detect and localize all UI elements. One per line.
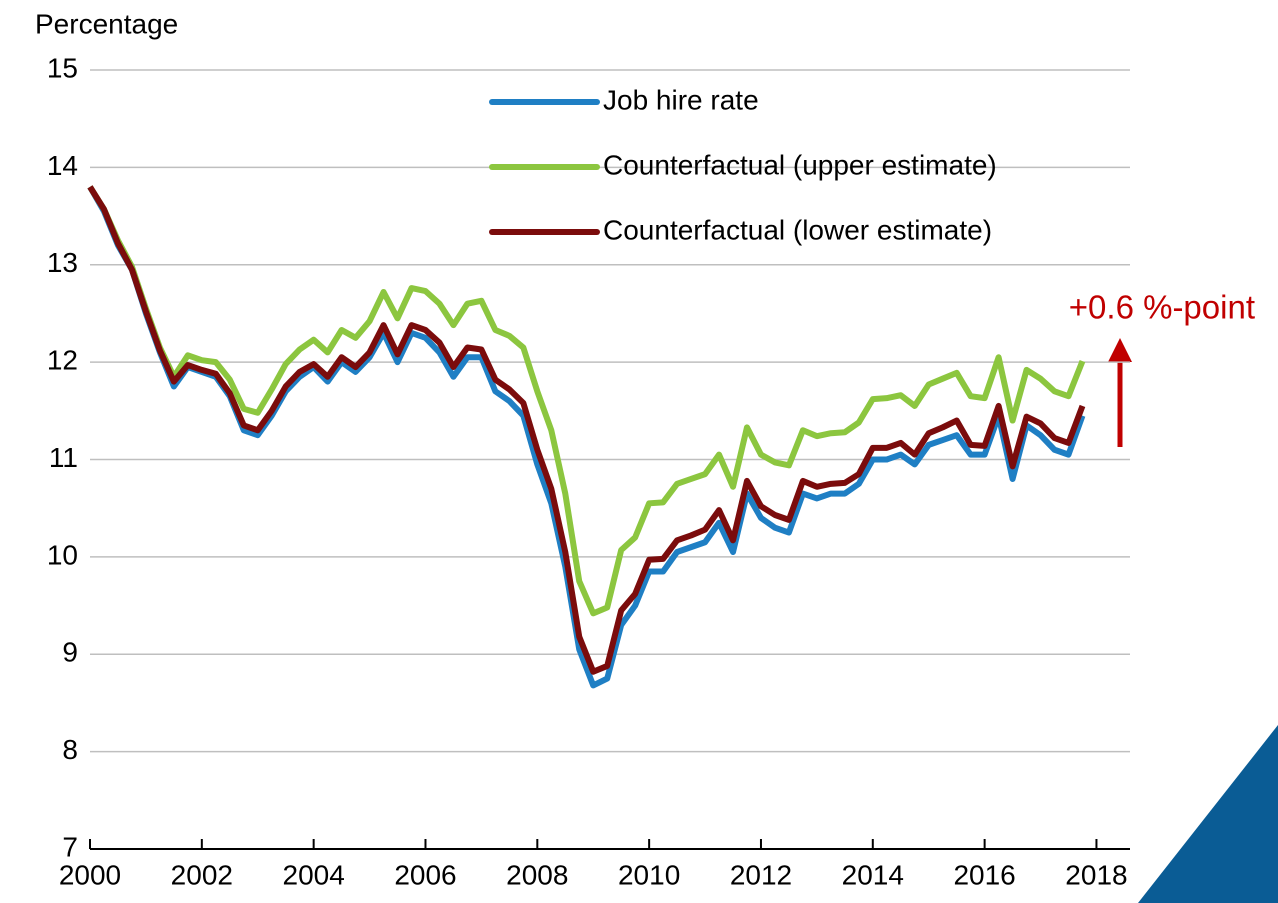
x-tick-label: 2000 — [59, 859, 121, 890]
y-tick-label: 14 — [47, 150, 78, 181]
legend-label: Counterfactual (upper estimate) — [603, 149, 997, 180]
corner-decoration — [1138, 725, 1278, 903]
legend-label: Counterfactual (lower estimate) — [603, 214, 992, 245]
annotation-arrowhead — [1108, 338, 1132, 362]
series-line — [87, 185, 1086, 675]
x-tick-label: 2010 — [618, 859, 680, 890]
legend-label: Job hire rate — [603, 84, 759, 115]
series-line — [87, 185, 1086, 617]
y-tick-label: 8 — [62, 734, 78, 765]
x-tick-label: 2016 — [953, 859, 1015, 890]
x-tick-label: 2008 — [506, 859, 568, 890]
y-tick-label: 10 — [47, 539, 78, 570]
x-tick-label: 2012 — [730, 859, 792, 890]
y-axis-label: Percentage — [35, 8, 178, 39]
x-tick-label: 2018 — [1065, 859, 1127, 890]
x-tick-label: 2006 — [394, 859, 456, 890]
x-tick-label: 2004 — [283, 859, 345, 890]
x-tick-label: 2014 — [842, 859, 904, 890]
series-line — [87, 185, 1086, 689]
y-tick-label: 13 — [47, 247, 78, 278]
y-tick-label: 15 — [47, 52, 78, 83]
y-tick-label: 7 — [62, 831, 78, 862]
x-tick-label: 2002 — [171, 859, 233, 890]
annotation: +0.6 %-point — [1069, 289, 1255, 326]
y-tick-label: 9 — [62, 637, 78, 668]
y-tick-label: 11 — [49, 442, 78, 473]
y-tick-label: 12 — [47, 345, 78, 376]
